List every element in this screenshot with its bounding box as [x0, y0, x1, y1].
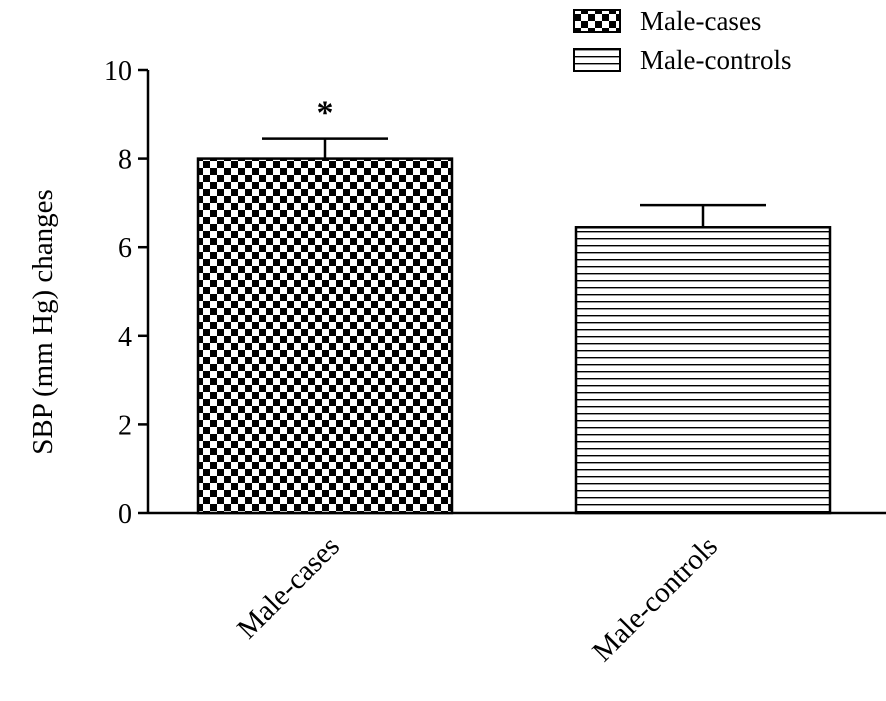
bar-male-cases [196, 157, 454, 515]
legend-swatch-male-controls [573, 48, 621, 72]
y-tick-label: 2 [118, 410, 132, 441]
legend-label-male-controls: Male-controls [640, 45, 791, 75]
y-ticks: 0 2 4 6 8 10 [104, 56, 148, 530]
legend-label-male-cases: Male-cases [640, 6, 761, 36]
legend: Male-cases Male-controls [573, 6, 791, 75]
x-tick-label: Male-cases [231, 530, 346, 645]
x-tick-labels: Male-cases Male-controls [231, 530, 724, 668]
x-tick-label: Male-controls [586, 530, 724, 668]
bar-male-controls [574, 226, 832, 515]
y-tick-label: 6 [118, 233, 132, 264]
y-tick-label: 0 [118, 499, 132, 530]
significance-marker-male-cases: * [317, 95, 334, 132]
y-tick-label: 10 [104, 56, 132, 87]
bars: * [196, 95, 832, 515]
y-axis-label: SBP (mm Hg) changes [27, 189, 59, 455]
legend-swatch-male-cases [573, 9, 621, 33]
y-tick-label: 8 [118, 145, 132, 176]
y-tick-label: 4 [118, 322, 132, 353]
